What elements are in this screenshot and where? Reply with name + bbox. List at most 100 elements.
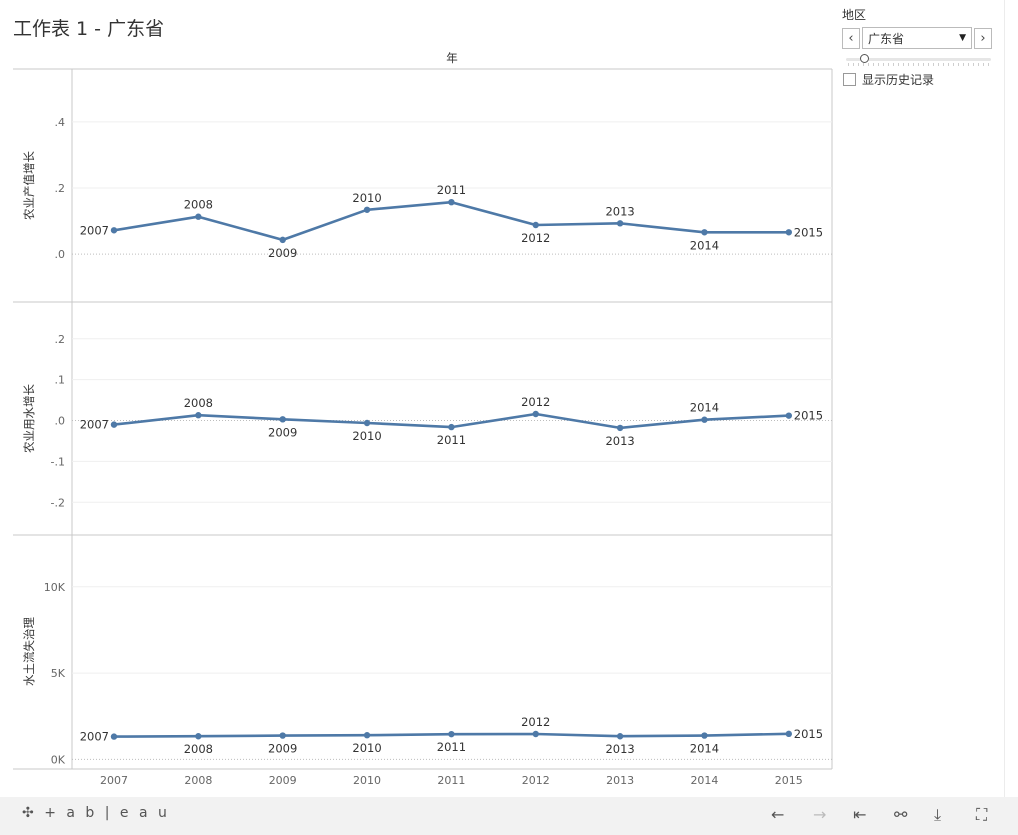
data-point[interactable] [448,424,454,430]
data-label: 2009 [268,425,297,439]
redo-icon: → [813,805,826,824]
data-point[interactable] [701,732,707,738]
x-tick-label: 2009 [269,774,297,787]
region-select[interactable]: 广东省 ▼ [862,27,972,49]
data-label: 2009 [268,742,297,756]
data-label: 2015 [794,409,823,423]
data-label: 2012 [521,395,550,409]
x-tick-label: 2014 [690,774,718,787]
data-label: 2011 [437,740,466,754]
data-label: 2008 [184,198,213,212]
data-point[interactable] [364,207,370,213]
prev-region-button[interactable]: ‹ [842,28,860,49]
data-point[interactable] [280,416,286,422]
data-label: 2007 [80,730,109,744]
data-label: 2010 [352,191,381,205]
data-label: 2015 [794,727,823,741]
y-tick-label: 0K [51,753,66,766]
redo-button[interactable]: → [813,805,826,824]
data-point[interactable] [786,731,792,737]
x-tick-label: 2013 [606,774,634,787]
history-checkbox[interactable] [843,73,856,86]
filter-row: ‹ 广东省 ▼ › [842,27,997,49]
data-label: 2007 [80,418,109,432]
data-label: 2013 [605,434,634,448]
data-label: 2014 [690,401,719,415]
filter-label: 地区 [842,6,997,23]
data-label: 2008 [184,742,213,756]
data-label: 2015 [794,225,823,239]
data-point[interactable] [280,732,286,738]
data-label: 2010 [352,429,381,443]
fullscreen-button[interactable]: ⛶ [976,805,987,825]
tableau-mark-icon: ✣ [22,805,37,821]
data-label: 2011 [437,433,466,447]
caret-down-icon: ▼ [959,33,966,43]
tableau-logo: ✣ + a b | e a u [22,805,170,821]
data-point[interactable] [701,229,707,235]
data-label: 2009 [268,246,297,260]
data-point[interactable] [533,411,539,417]
history-slider[interactable] [842,51,997,69]
slider-ticks [848,63,989,66]
data-point[interactable] [111,421,117,427]
data-label: 2013 [605,204,634,218]
next-region-button[interactable]: › [974,28,992,49]
data-point[interactable] [786,412,792,418]
data-point[interactable] [448,731,454,737]
data-point[interactable] [364,732,370,738]
y-axis-title: 农业产值增长 [22,151,36,220]
y-tick-label: -.1 [51,455,65,468]
data-point[interactable] [533,731,539,737]
data-point[interactable] [617,220,623,226]
slider-thumb[interactable] [860,54,869,63]
y-tick-label: .2 [55,182,66,195]
data-label: 2008 [184,396,213,410]
data-point[interactable] [617,733,623,739]
data-point[interactable] [195,412,201,418]
tableau-wordmark: + a b | e a u [44,805,170,821]
region-filter: 地区 ‹ 广东省 ▼ › 显示历史记录 [842,6,997,88]
data-label: 2011 [437,183,466,197]
y-tick-label: -.2 [51,496,65,509]
y-tick-label: 10K [44,581,66,594]
y-tick-label: .0 [55,415,66,428]
fullscreen-icon: ⛶ [976,805,987,824]
data-label: 2012 [521,231,550,245]
data-point[interactable] [111,227,117,233]
chevron-left-icon: ‹ [848,31,853,46]
series-line [114,202,789,240]
y-tick-label: .2 [55,333,66,346]
chart: 年 .0 .2 .4 农业产值增长 2007 2008 2009 2010 2011 2012 201… [0,0,1018,797]
x-tick-label: 2012 [522,774,550,787]
data-label: 2013 [605,742,634,756]
undo-button[interactable]: ← [771,805,784,824]
revert-button[interactable]: ⇤ [853,805,866,824]
data-point[interactable] [111,733,117,739]
y-tick-label: .0 [55,248,66,261]
x-tick-label: 2008 [184,774,212,787]
data-label: 2010 [352,741,381,755]
data-point[interactable] [280,237,286,243]
y-tick-label: .1 [55,374,66,387]
data-point[interactable] [364,420,370,426]
download-button[interactable]: ⤓ [934,805,941,825]
data-point[interactable] [701,417,707,423]
toolbar: ✣ + a b | e a u ← → ⇤ ⚯ ⤓ ⛶ [0,797,1018,835]
data-point[interactable] [533,222,539,228]
column-header: 年 [446,51,458,65]
data-label: 2014 [690,742,719,756]
y-tick-label: 5K [51,667,66,680]
y-axis-title: 水土流失治理 [22,617,36,686]
data-label: 2007 [80,223,109,237]
history-label: 显示历史记录 [862,71,934,88]
share-icon: ⚯ [894,805,907,824]
data-point[interactable] [448,199,454,205]
history-toggle[interactable]: 显示历史记录 [842,71,997,88]
data-point[interactable] [195,214,201,220]
data-point[interactable] [617,425,623,431]
share-button[interactable]: ⚯ [894,805,907,824]
data-point[interactable] [786,229,792,235]
data-point[interactable] [195,733,201,739]
chevron-right-icon: › [980,31,985,46]
